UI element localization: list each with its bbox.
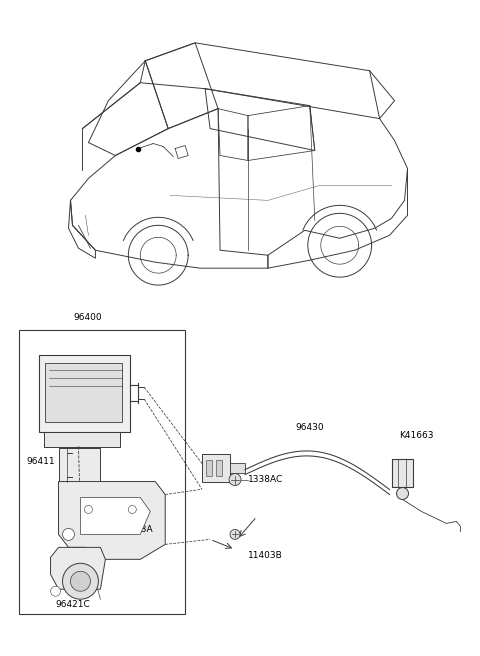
Bar bbox=[59, 447, 100, 482]
Text: 96400: 96400 bbox=[73, 313, 102, 322]
Circle shape bbox=[71, 571, 90, 591]
Text: K41663: K41663 bbox=[399, 431, 434, 440]
Circle shape bbox=[62, 564, 98, 599]
Circle shape bbox=[50, 586, 60, 596]
Bar bbox=[44, 432, 120, 447]
Text: 11403B: 11403B bbox=[248, 551, 283, 560]
Circle shape bbox=[230, 529, 240, 539]
Polygon shape bbox=[59, 482, 165, 560]
Bar bbox=[202, 454, 230, 482]
Bar bbox=[392, 459, 413, 487]
Circle shape bbox=[84, 506, 93, 514]
Bar bbox=[216, 460, 222, 476]
Circle shape bbox=[229, 474, 241, 485]
Circle shape bbox=[128, 506, 136, 514]
Polygon shape bbox=[81, 497, 150, 535]
Bar bbox=[230, 462, 245, 472]
Text: 96443A: 96443A bbox=[119, 525, 153, 534]
Text: 1338AC: 1338AC bbox=[248, 475, 283, 484]
Bar bbox=[206, 460, 212, 476]
Polygon shape bbox=[50, 547, 106, 589]
Circle shape bbox=[396, 487, 408, 499]
Text: 96430: 96430 bbox=[296, 422, 324, 432]
Bar bbox=[38, 355, 130, 432]
Bar bbox=[19, 330, 185, 614]
Text: 96421C: 96421C bbox=[56, 600, 90, 609]
Bar bbox=[45, 363, 122, 422]
Circle shape bbox=[62, 529, 74, 541]
Text: 96411: 96411 bbox=[26, 457, 55, 466]
